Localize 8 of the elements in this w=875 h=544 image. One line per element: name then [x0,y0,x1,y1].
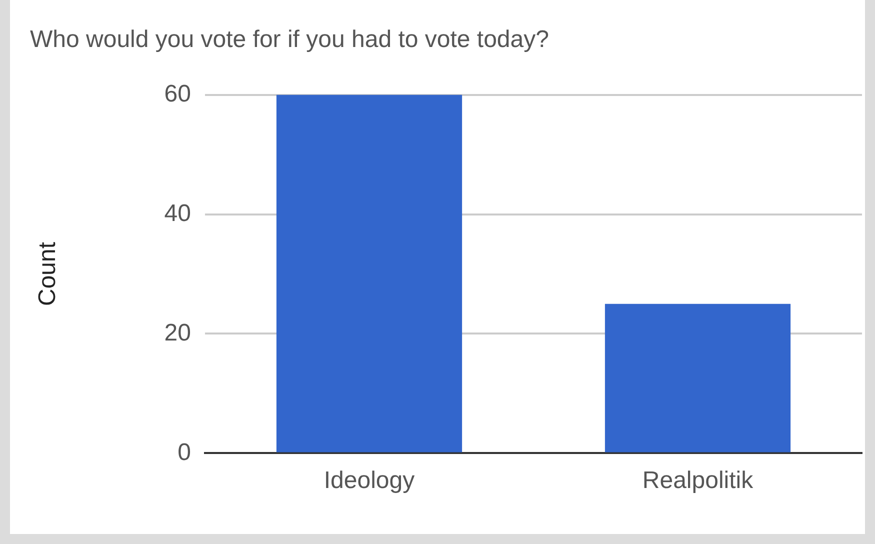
chart-title: Who would you vote for if you had to vote today? [30,26,549,54]
y-axis-title: Count [34,242,62,306]
y-tick-label: 40 [164,200,191,227]
x-tick-label: Realpolitik [642,467,754,494]
y-tick-label: 20 [164,319,191,346]
y-tick-label: 0 [178,438,191,466]
x-tick-label: Ideology [324,467,415,494]
y-tick-label: 60 [164,80,191,108]
